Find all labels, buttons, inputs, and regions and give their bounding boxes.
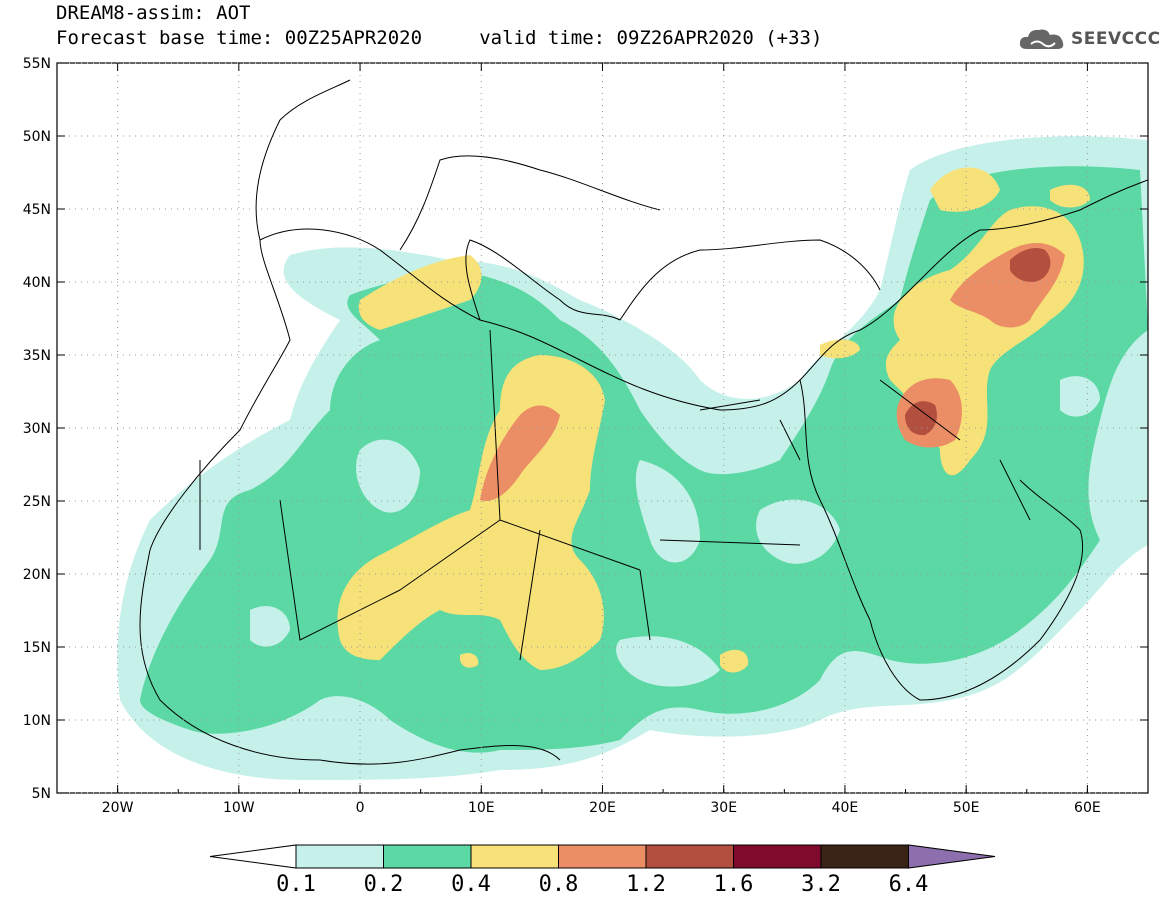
lat-label: 30N xyxy=(23,421,51,437)
colorbar xyxy=(209,844,996,869)
cloud-logo-icon xyxy=(1019,29,1064,49)
logo-text: SEEVCCC xyxy=(1071,29,1161,49)
seevccc-logo: SEEVCCC xyxy=(1017,24,1161,54)
lon-label: 60E xyxy=(1074,800,1101,816)
lat-label: 5N xyxy=(32,786,51,802)
colorbar-box xyxy=(558,844,647,869)
colorbar-box xyxy=(383,844,472,869)
lon-label: 10E xyxy=(468,800,495,816)
colorbar-label: 0.4 xyxy=(451,872,491,897)
lat-label: 20N xyxy=(23,567,51,583)
lon-label: 40E xyxy=(832,800,859,816)
lon-label: 50E xyxy=(953,800,980,816)
colorbar-label: 1.6 xyxy=(713,872,754,897)
lat-label: 15N xyxy=(23,640,51,656)
colorbar-label: 0.1 xyxy=(276,872,316,897)
colorbar-label: 0.2 xyxy=(363,872,404,897)
colorbar-label: 3.2 xyxy=(801,872,841,897)
lat-label: 10N xyxy=(23,713,51,729)
colorbar-box xyxy=(470,844,559,869)
colorbar-label: 0.8 xyxy=(538,872,579,897)
colorbar-labels: 0.1 0.2 0.4 0.8 1.2 1.6 3.2 6.4 xyxy=(0,872,1165,902)
colorbar-box xyxy=(645,844,734,869)
lat-label: 40N xyxy=(23,275,51,291)
lon-label: 10W xyxy=(223,800,255,816)
colorbar-box xyxy=(820,844,909,869)
colorbar-box xyxy=(295,844,384,869)
longitude-labels: 20W 10W 0 10E 20E 30E 40E 50E 60E xyxy=(102,800,1101,816)
map-subtitle-times: Forecast base time: 00Z25APR2020 valid t… xyxy=(56,27,823,49)
lat-label: 35N xyxy=(23,348,51,364)
coastlines-borders xyxy=(139,79,1148,765)
colorbar-label: 1.2 xyxy=(626,872,666,897)
lon-label: 20E xyxy=(589,800,616,816)
latitude-labels: 55N 50N 45N 40N 35N 30N 25N 20N 15N 10N 5N xyxy=(23,56,51,802)
map-title: DREAM8-assim: AOT xyxy=(56,2,251,24)
colorbar-label: 6.4 xyxy=(888,872,929,897)
colorbar-upper-extend xyxy=(908,844,996,869)
colorbar-box xyxy=(733,844,822,869)
axis-ticks xyxy=(56,62,1149,794)
lon-label: 0 xyxy=(356,800,365,816)
lon-label: 20W xyxy=(102,800,134,816)
lat-label: 50N xyxy=(23,129,51,145)
lat-label: 45N xyxy=(23,202,51,218)
lat-label: 25N xyxy=(23,494,51,510)
colorbar-lower-extend xyxy=(209,844,297,869)
lat-label: 55N xyxy=(23,56,51,72)
lon-label: 30E xyxy=(710,800,737,816)
aot-field xyxy=(117,136,1148,780)
